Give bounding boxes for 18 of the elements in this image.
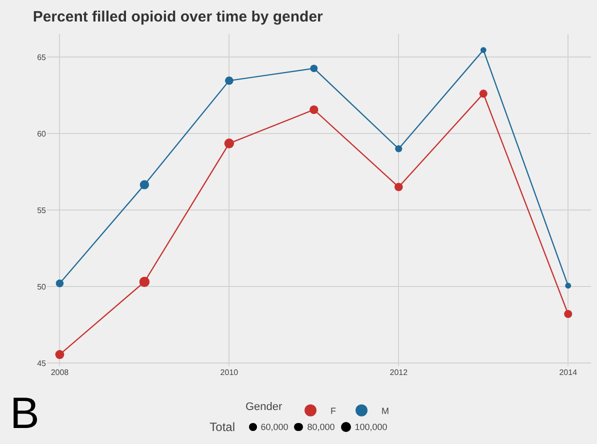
- legend-label: 80,000: [307, 422, 335, 432]
- y-tick-label: 60: [37, 129, 47, 138]
- text: B: [10, 389, 40, 438]
- x-tick-label: 2014: [559, 368, 578, 377]
- y-tick-label: 50: [37, 282, 47, 292]
- legend-title: Gender: [246, 401, 283, 414]
- y-tick-label: 45: [37, 358, 47, 368]
- text: Total: [210, 420, 236, 434]
- x-tick-label: 2010: [220, 368, 239, 377]
- x-tick-label: 2008: [50, 368, 70, 377]
- legend-label: 100,000: [354, 422, 388, 432]
- y-tick-label: 55: [37, 206, 47, 215]
- legend-label: F: [330, 406, 337, 416]
- chart-title: Percent filled opioid over time by gender: [32, 8, 324, 26]
- x-tick-label: 2012: [390, 368, 408, 377]
- legend-label: M: [382, 406, 390, 416]
- y-tick-label: 65: [37, 52, 47, 62]
- legend-label: 60,000: [260, 422, 288, 432]
